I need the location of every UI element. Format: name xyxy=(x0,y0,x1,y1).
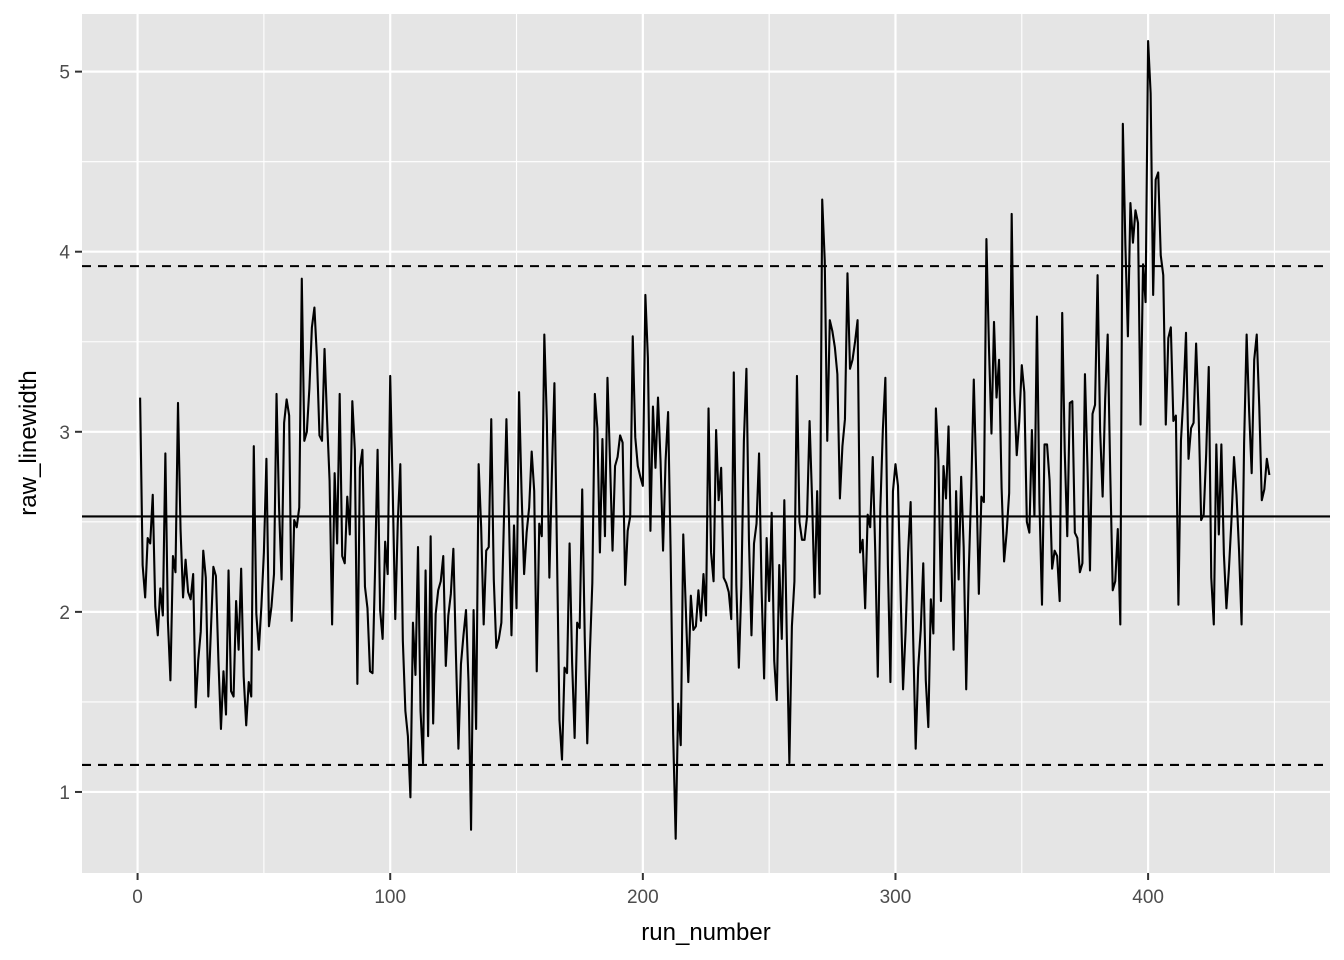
x-axis: 0 100 200 300 400 xyxy=(132,873,1164,908)
y-tick-label: 5 xyxy=(59,63,70,84)
y-axis-title: raw_linewidth xyxy=(15,370,42,515)
x-axis-title: run_number xyxy=(641,919,770,946)
x-tick-label: 200 xyxy=(627,887,659,908)
major-gridlines xyxy=(82,14,1330,873)
y-tick-label: 4 xyxy=(59,243,70,264)
x-tick-label: 400 xyxy=(1132,887,1164,908)
x-tick-label: 100 xyxy=(374,887,406,908)
y-tick-label: 1 xyxy=(59,783,70,804)
y-tick-label: 2 xyxy=(59,603,70,624)
plot-panel xyxy=(82,14,1330,873)
y-tick-label: 3 xyxy=(59,423,70,444)
x-tick-label: 300 xyxy=(880,887,912,908)
x-tick-label: 0 xyxy=(132,887,143,908)
y-axis: 1 2 3 4 5 xyxy=(59,63,82,804)
series-line xyxy=(139,39,1271,840)
